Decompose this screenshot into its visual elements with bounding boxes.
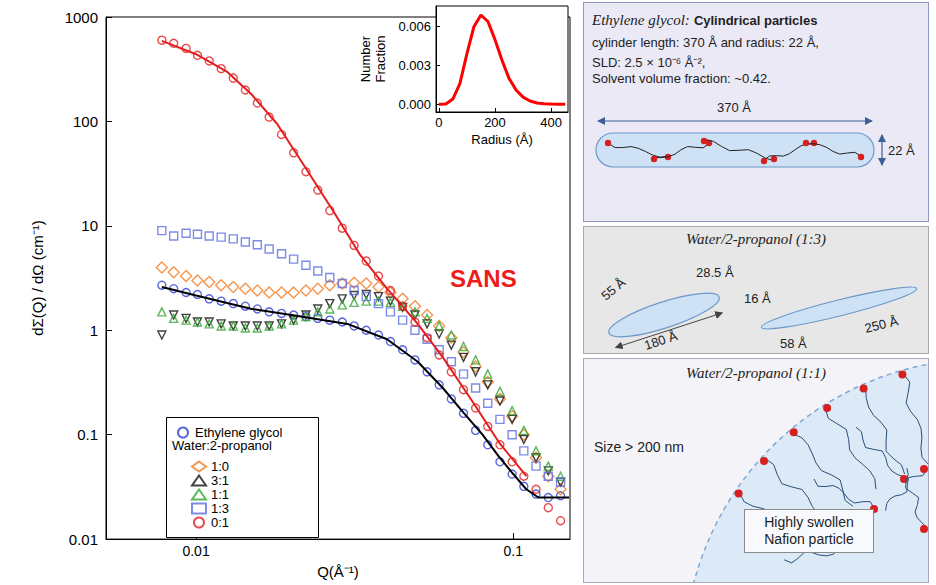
svg-text:400: 400	[540, 115, 562, 130]
svg-text:58 Å: 58 Å	[780, 336, 807, 351]
html-text:Highly swollen Nafion particle: Highly swollen Nafion particle	[764, 514, 854, 547]
svg-text:16 Å: 16 Å	[744, 291, 771, 306]
svg-text:Radius (Å): Radius (Å)	[471, 132, 532, 147]
svg-text:0:1: 0:1	[211, 515, 229, 530]
html-text:Water/2-propanol (1:1): Water/2-propanol (1:1)	[685, 365, 827, 381]
svg-text:0.1: 0.1	[77, 426, 98, 443]
svg-text:Q(Å⁻¹): Q(Å⁻¹)	[317, 563, 359, 580]
svg-text:100: 100	[73, 113, 98, 130]
svg-text:0.01: 0.01	[69, 531, 98, 548]
svg-text:0.006: 0.006	[398, 19, 431, 34]
svg-text:Fraction: Fraction	[373, 36, 388, 83]
svg-text:250 Å: 250 Å	[863, 313, 900, 336]
html-text:Water/2-propanol (1:3): Water/2-propanol (1:3)	[685, 231, 827, 247]
svg-text:0.1: 0.1	[504, 543, 524, 559]
svg-text:180 Å: 180 Å	[642, 328, 679, 353]
svg-text:55 Å: 55 Å	[598, 274, 628, 303]
svg-text:0.003: 0.003	[398, 58, 431, 73]
svg-text:0.000: 0.000	[398, 97, 431, 112]
svg-text:28.5 Å: 28.5 Å	[696, 265, 734, 280]
html-text:cylinder length: 370 Å and rad: cylinder length: 370 Å and radius: 22 Å,	[592, 35, 819, 50]
svg-text:Ethylene glycol: Ethylene glycol	[195, 425, 283, 440]
svg-text:0.01: 0.01	[182, 543, 209, 559]
html-text:Size > 200 nm: Size > 200 nm	[594, 439, 684, 455]
svg-text:200: 200	[484, 115, 506, 130]
svg-text:Number: Number	[358, 35, 373, 82]
html-text:SLD: 2.5 × 10⁻⁶ Å⁻²,: SLD: 2.5 × 10⁻⁶ Å⁻²,	[592, 55, 706, 70]
html-text:Solvent volume fraction: ~0.42: Solvent volume fraction: ~0.42.	[592, 71, 771, 86]
svg-text:3:1: 3:1	[211, 473, 229, 488]
svg-text:1:3: 1:3	[211, 501, 229, 516]
svg-text:370 Å: 370 Å	[717, 100, 751, 115]
svg-text:1:0: 1:0	[211, 459, 229, 474]
svg-text:Water:2-propanol: Water:2-propanol	[172, 438, 272, 453]
svg-text:22 Å: 22 Å	[888, 143, 915, 158]
svg-text:SANS: SANS	[450, 265, 517, 292]
svg-text:10: 10	[81, 217, 98, 234]
svg-text:1:1: 1:1	[211, 487, 229, 502]
svg-text:1: 1	[90, 322, 98, 339]
svg-text:dΣ(Q) / dΩ (cm⁻¹): dΣ(Q) / dΩ (cm⁻¹)	[29, 220, 46, 335]
svg-text:0: 0	[435, 115, 442, 130]
svg-text:1000: 1000	[65, 9, 98, 26]
html-text:Ethylene glycol: Cylindrical p: Ethylene glycol: Cylindrical particles	[592, 12, 818, 28]
